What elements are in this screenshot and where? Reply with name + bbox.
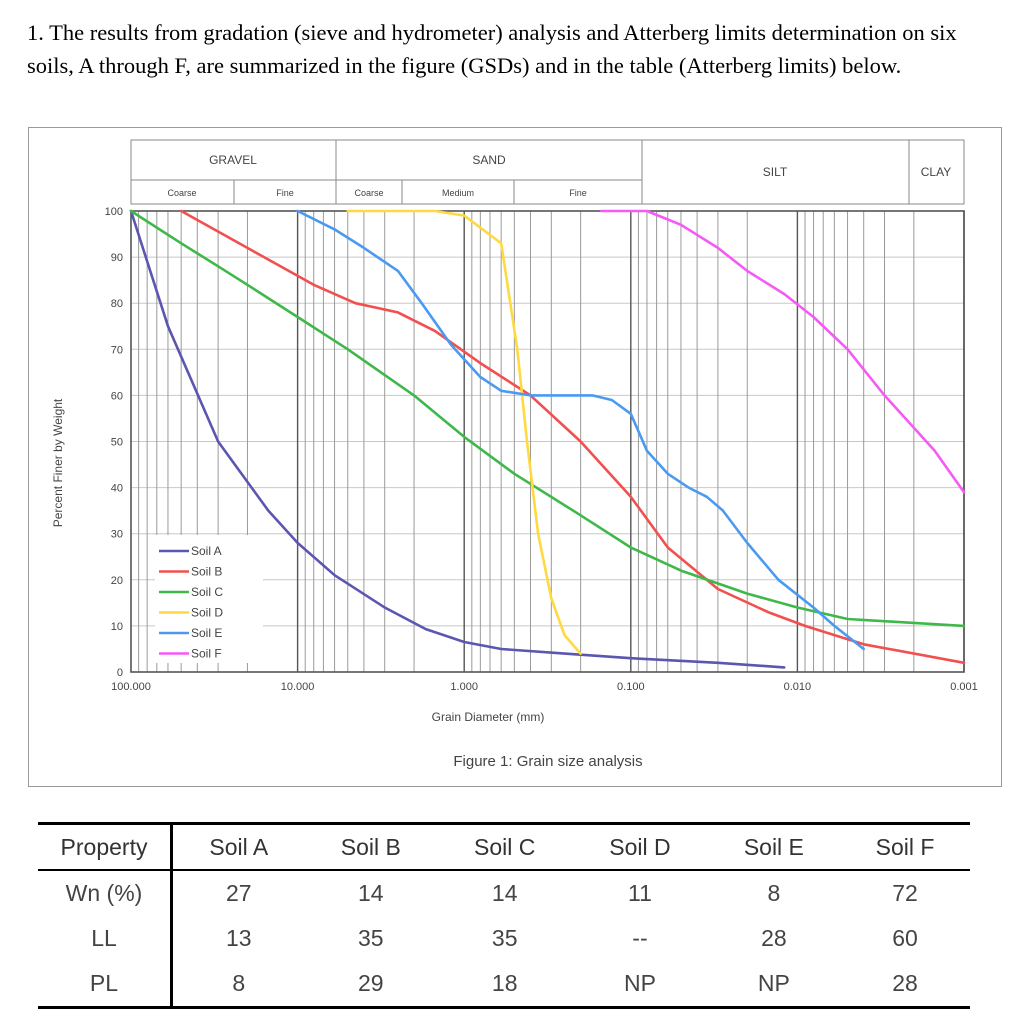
y-tick-label: 90 <box>111 252 123 264</box>
clay-label: CLAY <box>921 165 951 179</box>
clay-box <box>908 139 965 205</box>
y-tick-labels: 0 10 20 30 40 50 60 70 80 90 100 <box>105 206 123 679</box>
table-cell: 72 <box>892 880 918 906</box>
chart-series <box>129 209 966 669</box>
legend-label: Soil C <box>191 585 223 599</box>
table-cell: 8 <box>767 880 781 906</box>
legend-label: Soil B <box>191 565 222 579</box>
y-tick-label: 50 <box>111 437 123 449</box>
table-cell: NP <box>572 961 708 1009</box>
gravel-fine-label: Fine <box>276 188 294 198</box>
row-label-ll: LL <box>38 916 173 961</box>
sand-label: SAND <box>472 153 506 167</box>
legend-background <box>155 535 263 663</box>
sand-fine-label: Fine <box>569 188 587 198</box>
table-row-wn: Wn (%) 27 14 14 11 8 72 <box>38 870 970 916</box>
header-soil-b: Soil B <box>304 822 438 871</box>
table-cell: -- <box>632 925 648 951</box>
table-cell: 18 <box>437 961 573 1009</box>
legend-label: Soil D <box>191 606 223 620</box>
grain-size-chart: GRAVEL SAND SILT CLAY Coarse Fine Coarse… <box>51 139 978 770</box>
x-tick-label: 100.000 <box>111 681 151 693</box>
series-line-soil-e <box>296 209 866 651</box>
y-tick-label: 40 <box>111 483 123 495</box>
table-cell: 29 <box>304 961 438 1009</box>
sand-fine-box <box>513 179 643 205</box>
chart-legend: Soil A Soil B Soil C Soil D Soil E Soil F <box>155 535 263 663</box>
table-row-pl: PL 8 29 18 NP NP 28 <box>38 961 970 1009</box>
series-line-soil-b <box>179 209 966 665</box>
table-cell: 35 <box>491 925 518 951</box>
header-soil-f: Soil F <box>840 822 970 871</box>
figure-caption: Figure 1: Grain size analysis <box>453 753 642 770</box>
y-axis-label: Percent Finer by Weight <box>51 398 65 527</box>
classification-header: GRAVEL SAND SILT CLAY Coarse Fine Coarse… <box>130 139 965 205</box>
atterberg-limits-table: Property Soil A Soil B Soil C Soil D Soi… <box>38 822 970 1009</box>
x-axis-label: Grain Diameter (mm) <box>432 710 545 724</box>
header-soil-a: Soil A <box>171 822 305 871</box>
y-tick-label: 20 <box>111 575 123 587</box>
table-header-row: Property Soil A Soil B Soil C Soil D Soi… <box>38 822 970 871</box>
plot-border <box>130 210 965 673</box>
table-cell: NP <box>707 961 841 1009</box>
header-soil-d: Soil D <box>572 822 708 871</box>
table-cell: 14 <box>358 880 384 906</box>
x-tick-label: 1.000 <box>450 681 478 693</box>
x-tick-labels: 100.000 10.000 1.000 0.100 0.010 0.001 <box>111 681 978 693</box>
chart-grid <box>130 210 965 673</box>
table-cell: 11 <box>628 880 652 906</box>
header-property: Property <box>38 822 173 871</box>
y-tick-label: 70 <box>111 344 123 356</box>
question-text: 1. The results from gradation (sieve and… <box>27 20 957 78</box>
series-line-soil-f <box>600 209 966 494</box>
y-tick-label: 0 <box>117 667 123 679</box>
y-tick-label: 60 <box>111 390 123 402</box>
y-tick-label: 100 <box>105 206 123 218</box>
table-cell: 60 <box>892 925 918 951</box>
table-cell: 35 <box>358 925 384 951</box>
legend-label: Soil A <box>191 544 222 558</box>
x-tick-label: 0.100 <box>617 681 645 693</box>
series-line-soil-c <box>129 209 966 628</box>
y-tick-label: 30 <box>111 529 123 541</box>
table-cell: 28 <box>840 961 970 1009</box>
sand-medium-label: Medium <box>442 188 474 198</box>
row-label-pl: PL <box>38 961 173 1009</box>
table-cell: 28 <box>761 925 787 951</box>
table-cell: 14 <box>491 880 518 906</box>
x-tick-label: 10.000 <box>281 681 315 693</box>
table-cell: 13 <box>225 925 252 951</box>
gravel-coarse-label: Coarse <box>167 188 196 198</box>
silt-label: SILT <box>763 165 788 179</box>
header-soil-e: Soil E <box>707 822 841 871</box>
row-label-wn: Wn (%) <box>38 870 173 916</box>
header-soil-c: Soil C <box>437 822 573 871</box>
table-cell: 8 <box>171 961 305 1009</box>
y-tick-label: 10 <box>111 621 123 633</box>
series-line-soil-a <box>129 209 786 669</box>
legend-label: Soil F <box>191 647 222 661</box>
legend-label: Soil E <box>191 626 222 640</box>
figure-frame: GRAVEL SAND SILT CLAY Coarse Fine Coarse… <box>28 127 1002 787</box>
y-tick-label: 80 <box>111 298 123 310</box>
table-cell: 27 <box>225 880 252 906</box>
gravel-label: GRAVEL <box>209 153 257 167</box>
sand-coarse-label: Coarse <box>354 188 383 198</box>
table-row-ll: LL 13 35 35 -- 28 60 <box>38 916 970 961</box>
x-tick-label: 0.001 <box>950 681 978 693</box>
x-tick-label: 0.010 <box>784 681 812 693</box>
